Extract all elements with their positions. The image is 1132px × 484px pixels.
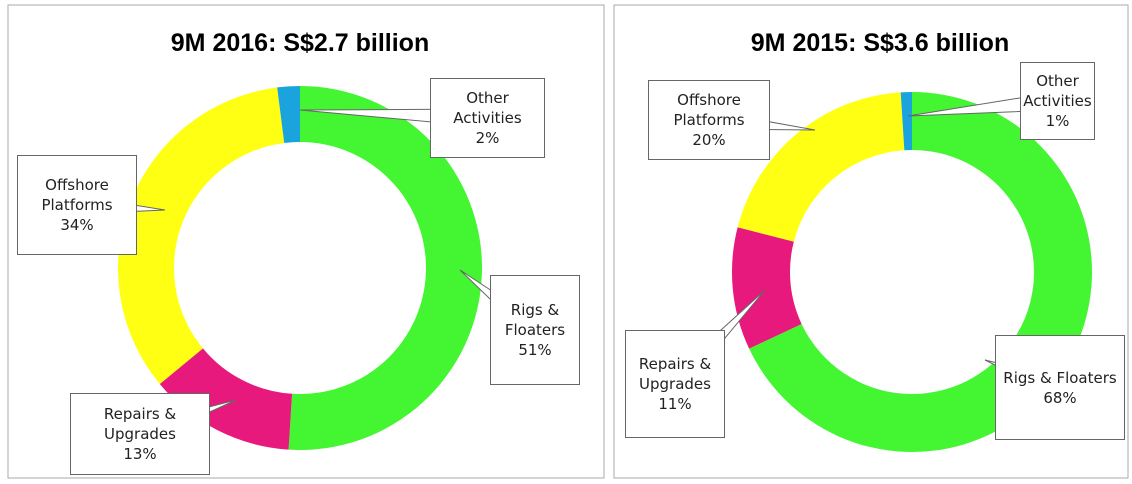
donut-slice	[118, 87, 285, 385]
callout-label: Other Activities 2%	[430, 78, 545, 158]
donut-slice	[288, 86, 482, 450]
label-text: 1%	[1045, 112, 1070, 130]
label-text: 11%	[658, 395, 692, 413]
label-text: Repairs & Upgrades	[103, 405, 177, 443]
label-text: Offshore Platforms	[673, 91, 745, 129]
chart-title: 9M 2015: S$3.6 billion	[751, 29, 1009, 57]
callout-label: Repairs & Upgrades 11%	[625, 330, 725, 438]
callout-label: Repairs & Upgrades 13%	[70, 393, 210, 475]
label-text: Offshore Platforms	[41, 176, 113, 214]
donut-slice	[159, 348, 293, 450]
callout-label: Offshore Platforms 20%	[648, 80, 770, 160]
label-text: Other Activities	[1023, 72, 1092, 110]
donut-slice	[900, 92, 912, 151]
label-text: 20%	[692, 131, 726, 149]
label-text: 13%	[123, 445, 157, 463]
label-text: Repairs & Upgrades	[638, 355, 712, 393]
label-text: 51%	[518, 341, 552, 359]
label-text: Other Activities	[453, 89, 522, 127]
label-text: 34%	[60, 216, 94, 234]
donut-slice	[737, 92, 905, 242]
chart-title: 9M 2016: S$2.7 billion	[171, 29, 429, 57]
donut-slice	[732, 227, 802, 349]
callout-label: Other Activities 1%	[1020, 62, 1095, 140]
callout-label: Rigs & Floaters 68%	[995, 335, 1125, 440]
label-text: Rigs & Floaters	[504, 301, 566, 339]
donut-slice	[277, 86, 300, 143]
label-text: 2%	[475, 129, 500, 147]
callout-label: Offshore Platforms 34%	[17, 155, 137, 255]
label-text: Rigs & Floaters	[1003, 368, 1117, 387]
label-text: 68%	[1043, 388, 1077, 407]
callout-label: Rigs & Floaters 51%	[490, 275, 580, 385]
